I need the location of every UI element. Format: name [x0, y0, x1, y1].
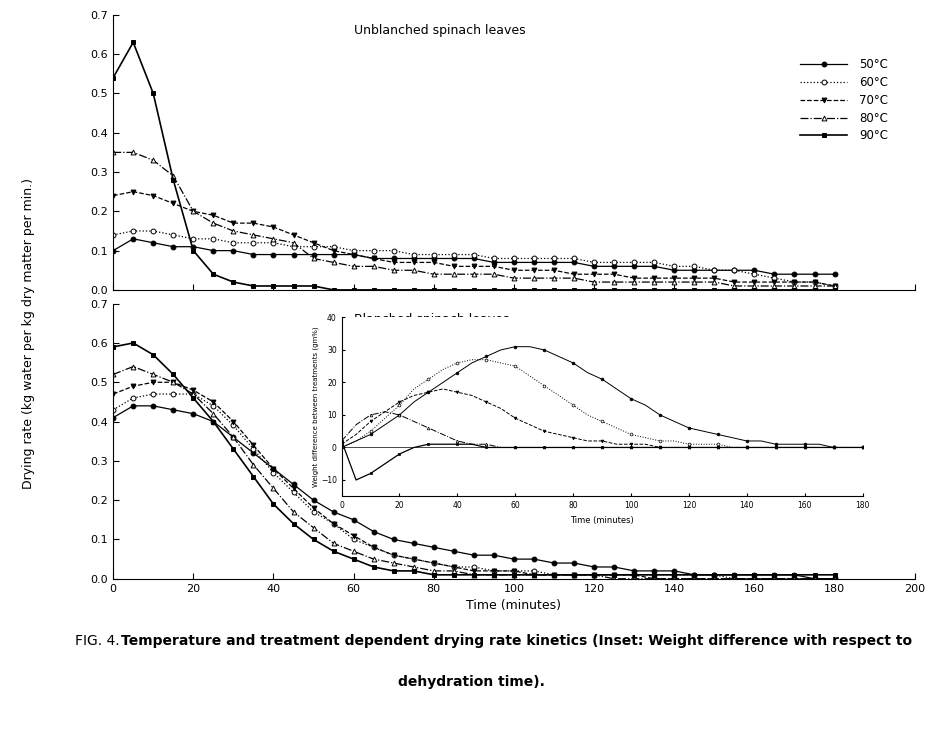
Legend: 50°C, 60°C, 70°C, 80°C, 90°C: 50°C, 60°C, 70°C, 80°C, 90°C: [795, 53, 893, 147]
Text: Temperature and treatment dependent drying rate kinetics (Inset: Weight differen: Temperature and treatment dependent dryi…: [121, 634, 912, 649]
X-axis label: Time (minutes): Time (minutes): [467, 600, 561, 612]
Text: Blanched spinach leaves: Blanched spinach leaves: [354, 313, 509, 326]
Text: dehydration time).: dehydration time).: [398, 675, 545, 689]
Text: Drying rate (kg water per kg dry matter per min.): Drying rate (kg water per kg dry matter …: [22, 178, 35, 490]
Text: FIG. 4.: FIG. 4.: [75, 634, 124, 649]
Text: Unblanched spinach leaves: Unblanched spinach leaves: [354, 24, 525, 37]
